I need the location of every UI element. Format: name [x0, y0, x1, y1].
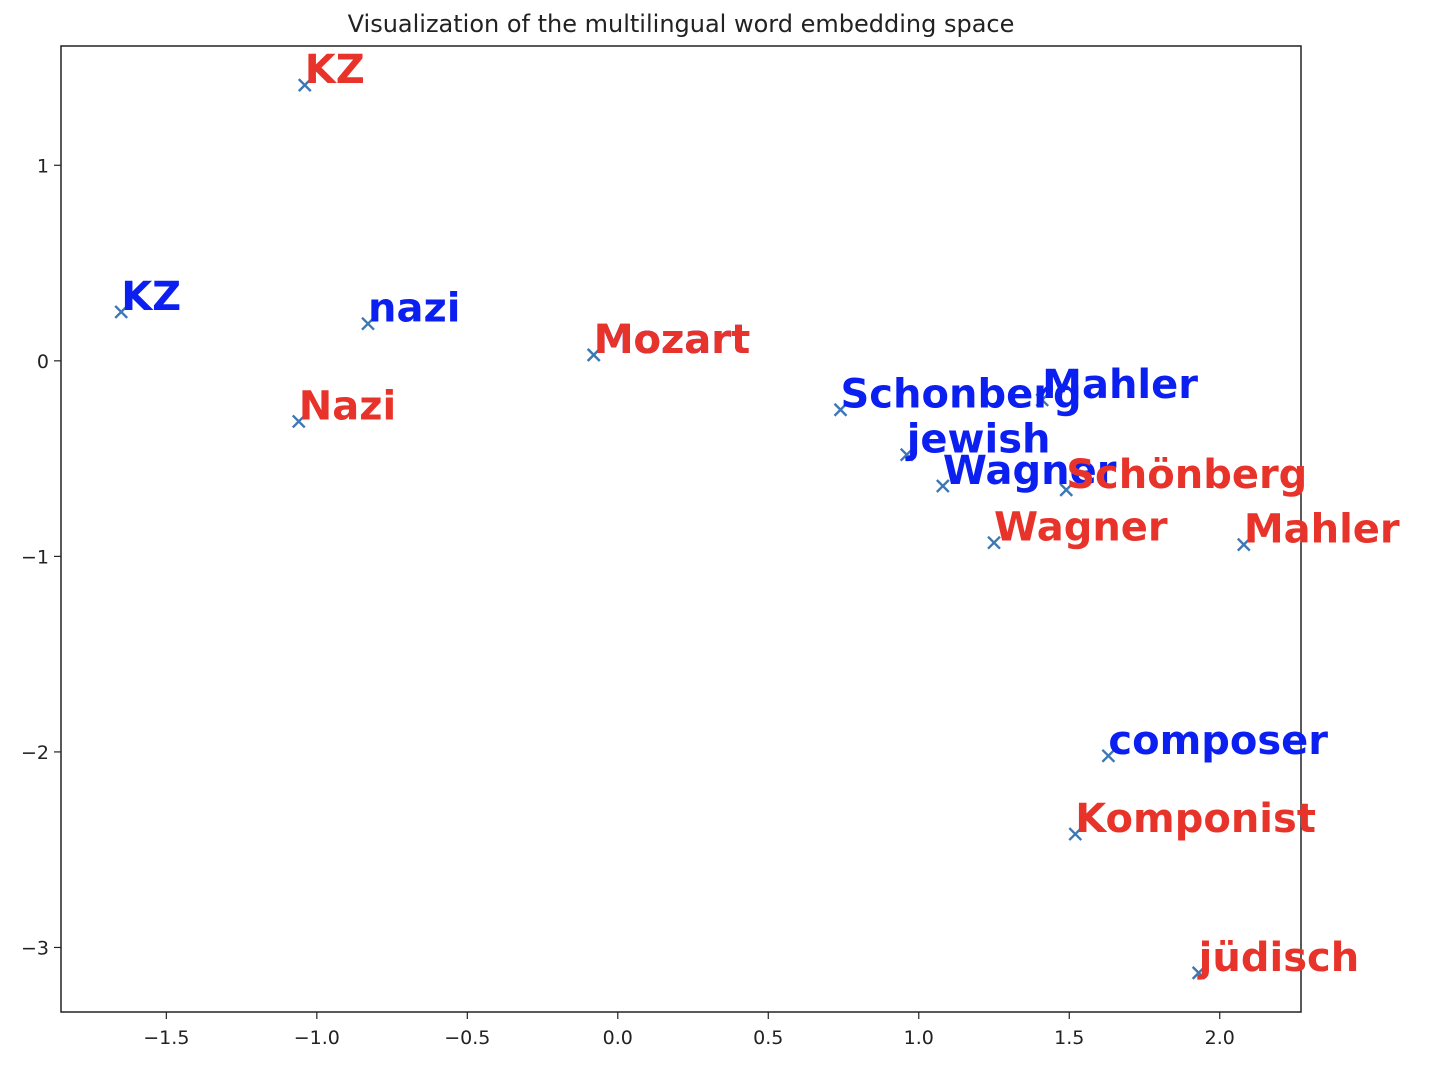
point-label-english: composer [1108, 718, 1328, 764]
markers-layer [114, 78, 1251, 980]
point-marker [833, 402, 848, 417]
point-marker [114, 305, 129, 319]
point-marker [586, 348, 601, 362]
point-marker [291, 414, 306, 429]
point-marker [1059, 483, 1074, 497]
point-marker [935, 479, 950, 493]
point-marker [1035, 393, 1050, 407]
y-tick-label: 1 [37, 155, 49, 177]
chart-title: Visualization of the multilingual word e… [348, 10, 1015, 38]
point-label-english: Mozart [594, 317, 750, 363]
y-tick-label: −3 [21, 937, 49, 959]
point-label-english: Wagner [943, 448, 1117, 494]
point-marker [899, 447, 914, 462]
point-marker [1236, 537, 1251, 552]
point-marker [361, 316, 375, 331]
point-label-german: KZ [305, 47, 365, 93]
point-marker [1191, 966, 1206, 980]
point-label-german: Mozart [594, 317, 750, 363]
plot-frame [60, 45, 1302, 1013]
point-marker [987, 535, 1001, 550]
point-label-english: Schonberg [841, 372, 1082, 418]
point-label-english: nazi [368, 286, 460, 332]
x-tick-label: −1.5 [143, 1027, 189, 1049]
point-label-german: Wagner [994, 505, 1168, 551]
x-tick-label: 0.5 [753, 1027, 783, 1049]
x-tick-label: 1.5 [1054, 1027, 1084, 1049]
x-tick-label: 2.0 [1205, 1027, 1235, 1049]
y-tick-label: −2 [21, 742, 49, 764]
x-tick-label: −0.5 [444, 1027, 490, 1049]
y-tick-label: 0 [37, 351, 49, 373]
point-label-english: jewish [905, 417, 1051, 463]
x-tick-label: −1.0 [294, 1027, 340, 1049]
point-label-english: Mahler [1042, 362, 1198, 408]
point-label-german: jüdisch [1197, 935, 1360, 981]
point-label-german: Schönberg [1066, 452, 1307, 498]
x-tick-label: 1.0 [904, 1027, 934, 1049]
x-tick-label: 0.0 [603, 1027, 633, 1049]
x-axis: −1.5 −1.0 −0.5 0.0 0.5 1.0 1.5 2.0 [143, 1012, 1235, 1049]
point-marker [297, 78, 312, 92]
point-label-german: Mahler [1244, 507, 1400, 553]
point-label-english: KZ [121, 274, 181, 320]
y-tick-label: −1 [21, 546, 49, 568]
point-marker [1101, 748, 1116, 763]
y-axis: 1 0 −1 −2 −3 [21, 155, 61, 959]
point-label-german: Komponist [1075, 796, 1316, 842]
point-marker [1068, 827, 1083, 841]
point-label-german: Nazi [299, 383, 396, 429]
